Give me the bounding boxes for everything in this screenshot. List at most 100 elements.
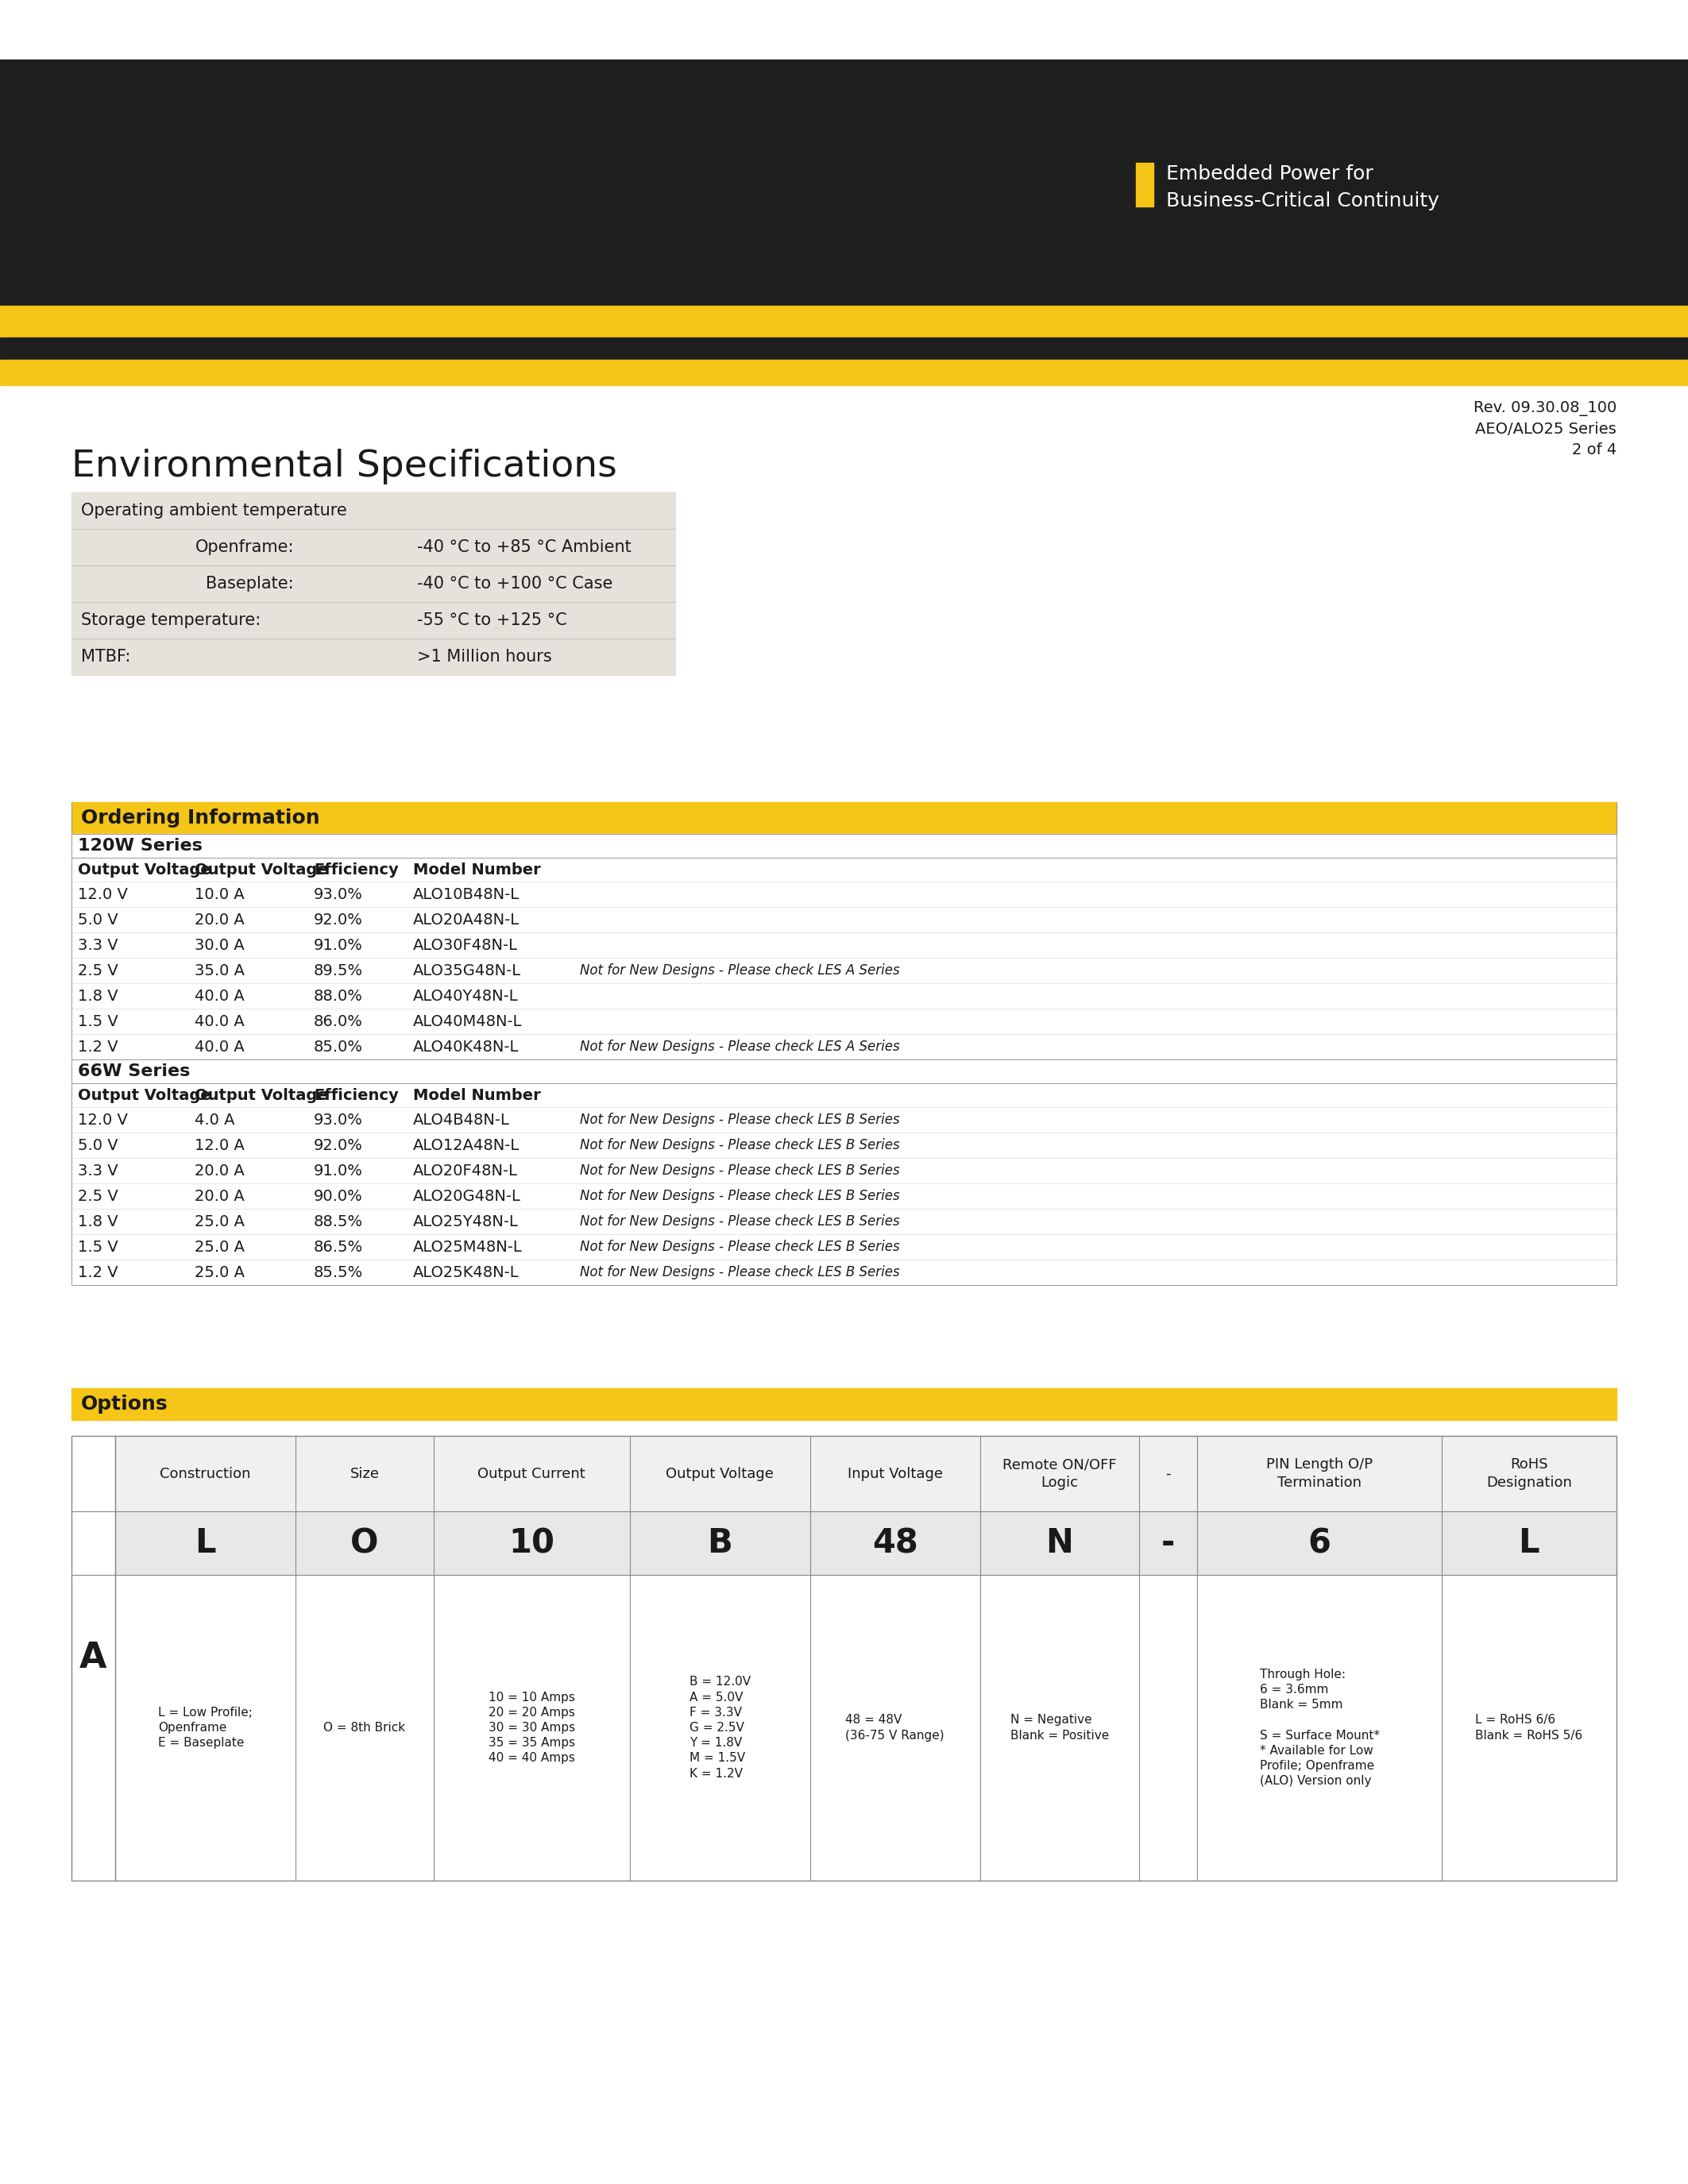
Bar <box>0 360 1688 384</box>
Text: -40 °C to +100 °C Case: -40 °C to +100 °C Case <box>417 577 613 592</box>
Text: 1.2 V: 1.2 V <box>78 1265 118 1280</box>
Text: 92.0%: 92.0% <box>314 913 363 928</box>
Text: 25.0 A: 25.0 A <box>194 1265 245 1280</box>
Text: 89.5%: 89.5% <box>314 963 363 978</box>
Text: Output Voltage: Output Voltage <box>194 1088 327 1103</box>
Text: ALO30F48N-L: ALO30F48N-L <box>414 937 518 952</box>
Text: L: L <box>1519 1527 1539 1559</box>
Text: Efficiency: Efficiency <box>314 863 398 878</box>
Text: 20.0 A: 20.0 A <box>194 1164 245 1177</box>
Bar <box>71 1083 1617 1107</box>
Text: ALO40Y48N-L: ALO40Y48N-L <box>414 989 518 1002</box>
Text: 92.0%: 92.0% <box>314 1138 363 1153</box>
Text: PIN Length O/P
Termination: PIN Length O/P Termination <box>1266 1457 1372 1489</box>
Text: 86.5%: 86.5% <box>314 1238 363 1254</box>
Text: Through Hole:
6 = 3.6mm
Blank = 5mm

S = Surface Mount*
* Available for Low
Prof: Through Hole: 6 = 3.6mm Blank = 5mm S = … <box>1259 1669 1379 1787</box>
Text: 85.5%: 85.5% <box>314 1265 363 1280</box>
Text: ALO10B48N-L: ALO10B48N-L <box>414 887 520 902</box>
Text: 6: 6 <box>1308 1527 1330 1559</box>
Text: Size: Size <box>349 1465 380 1481</box>
Text: 86.0%: 86.0% <box>314 1013 363 1029</box>
Text: Ordering Information: Ordering Information <box>81 808 319 828</box>
Text: 20.0 A: 20.0 A <box>194 1188 245 1203</box>
Text: Not for New Designs - Please check LES B Series: Not for New Designs - Please check LES B… <box>581 1241 900 1254</box>
Text: ALO20G48N-L: ALO20G48N-L <box>414 1188 522 1203</box>
Text: 40.0 A: 40.0 A <box>194 1013 245 1029</box>
Text: ALO25Y48N-L: ALO25Y48N-L <box>414 1214 518 1230</box>
Text: Baseplate:: Baseplate: <box>206 577 294 592</box>
Text: ALO12A48N-L: ALO12A48N-L <box>414 1138 520 1153</box>
Text: 12.0 A: 12.0 A <box>194 1138 245 1153</box>
Text: Storage temperature:: Storage temperature: <box>81 612 260 629</box>
Bar <box>71 1389 1617 1420</box>
Text: 20.0 A: 20.0 A <box>194 913 245 928</box>
Text: Model Number: Model Number <box>414 863 540 878</box>
Bar <box>115 1435 1617 1511</box>
Text: Efficiency: Efficiency <box>314 1088 398 1103</box>
Text: 5.0 V: 5.0 V <box>78 913 118 928</box>
Text: Not for New Designs - Please check LES A Series: Not for New Designs - Please check LES A… <box>581 1040 900 1055</box>
Text: ALO40M48N-L: ALO40M48N-L <box>414 1013 522 1029</box>
Bar <box>0 59 1688 306</box>
Text: 12.0 V: 12.0 V <box>78 887 128 902</box>
Text: 10: 10 <box>508 1527 555 1559</box>
Text: 2 of 4: 2 of 4 <box>1572 443 1617 456</box>
Text: Output Voltage: Output Voltage <box>194 863 327 878</box>
Text: Openframe:: Openframe: <box>196 539 294 555</box>
Text: 3.3 V: 3.3 V <box>78 937 118 952</box>
Text: Not for New Designs - Please check LES A Series: Not for New Designs - Please check LES A… <box>581 963 900 978</box>
Text: 91.0%: 91.0% <box>314 1164 363 1177</box>
Text: 1.5 V: 1.5 V <box>78 1013 118 1029</box>
Text: Operating ambient temperature: Operating ambient temperature <box>81 502 348 518</box>
Text: Not for New Designs - Please check LES B Series: Not for New Designs - Please check LES B… <box>581 1265 900 1280</box>
Text: >1 Million hours: >1 Million hours <box>417 649 552 664</box>
Text: 93.0%: 93.0% <box>314 887 363 902</box>
Text: -40 °C to +85 °C Ambient: -40 °C to +85 °C Ambient <box>417 539 631 555</box>
Bar <box>71 834 1617 858</box>
Text: 1.8 V: 1.8 V <box>78 989 118 1002</box>
Text: 85.0%: 85.0% <box>314 1040 363 1055</box>
Text: 90.0%: 90.0% <box>314 1188 363 1203</box>
Text: L = RoHS 6/6
Blank = RoHS 5/6: L = RoHS 6/6 Blank = RoHS 5/6 <box>1475 1714 1583 1741</box>
Text: 12.0 V: 12.0 V <box>78 1112 128 1127</box>
Bar <box>71 491 675 675</box>
Text: Not for New Designs - Please check LES B Series: Not for New Designs - Please check LES B… <box>581 1214 900 1230</box>
Text: Construction: Construction <box>160 1465 252 1481</box>
Text: -55 °C to +125 °C: -55 °C to +125 °C <box>417 612 567 629</box>
Text: 30.0 A: 30.0 A <box>194 937 245 952</box>
Text: Output Voltage: Output Voltage <box>78 863 211 878</box>
Bar <box>71 858 1617 882</box>
Text: 88.5%: 88.5% <box>314 1214 363 1230</box>
Text: ALO25M48N-L: ALO25M48N-L <box>414 1238 523 1254</box>
Text: RoHS
Designation: RoHS Designation <box>1485 1457 1572 1489</box>
Text: ALO4B48N-L: ALO4B48N-L <box>414 1112 510 1127</box>
Text: 25.0 A: 25.0 A <box>194 1214 245 1230</box>
Text: Options: Options <box>81 1396 169 1413</box>
Text: O: O <box>351 1527 378 1559</box>
Text: 1.5 V: 1.5 V <box>78 1238 118 1254</box>
Text: AEO/ALO25 Series: AEO/ALO25 Series <box>1475 422 1617 437</box>
Text: Environmental Specifications: Environmental Specifications <box>71 448 618 485</box>
Text: 88.0%: 88.0% <box>314 989 363 1002</box>
Text: Output Current: Output Current <box>478 1465 586 1481</box>
Text: 120W Series: 120W Series <box>78 839 203 854</box>
Text: ALO40K48N-L: ALO40K48N-L <box>414 1040 518 1055</box>
Text: 40.0 A: 40.0 A <box>194 989 245 1002</box>
Text: 93.0%: 93.0% <box>314 1112 363 1127</box>
Bar <box>1136 164 1153 207</box>
Text: MTBF:: MTBF: <box>81 649 130 664</box>
Text: 2.5 V: 2.5 V <box>78 963 118 978</box>
Text: N = Negative
Blank = Positive: N = Negative Blank = Positive <box>1009 1714 1109 1741</box>
Text: B: B <box>707 1527 733 1559</box>
Text: ALO20A48N-L: ALO20A48N-L <box>414 913 520 928</box>
Text: 1.8 V: 1.8 V <box>78 1214 118 1230</box>
Text: 35.0 A: 35.0 A <box>194 963 245 978</box>
Text: 10 = 10 Amps
20 = 20 Amps
30 = 30 Amps
35 = 35 Amps
40 = 40 Amps: 10 = 10 Amps 20 = 20 Amps 30 = 30 Amps 3… <box>488 1690 576 1765</box>
Text: 5.0 V: 5.0 V <box>78 1138 118 1153</box>
Bar <box>71 1435 115 1880</box>
Text: Remote ON/OFF
Logic: Remote ON/OFF Logic <box>1003 1457 1116 1489</box>
Text: 91.0%: 91.0% <box>314 937 363 952</box>
Text: B = 12.0V
A = 5.0V
F = 3.3V
G = 2.5V
Y = 1.8V
M = 1.5V
K = 1.2V: B = 12.0V A = 5.0V F = 3.3V G = 2.5V Y =… <box>689 1675 751 1780</box>
Text: Embedded Power for: Embedded Power for <box>1166 164 1374 183</box>
Text: Output Voltage: Output Voltage <box>78 1088 211 1103</box>
